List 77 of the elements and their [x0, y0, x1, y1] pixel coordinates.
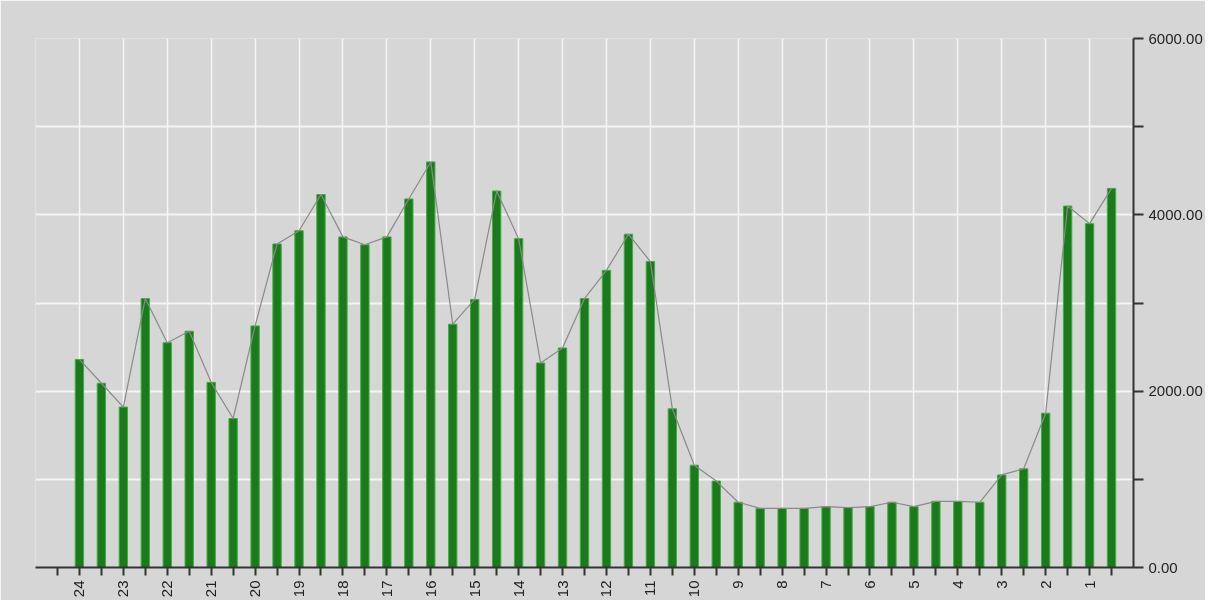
bar [162, 342, 172, 568]
bar [470, 298, 480, 568]
bar [96, 382, 107, 568]
bar [360, 244, 370, 568]
bar [1084, 223, 1095, 568]
bar [623, 233, 634, 568]
x-tick-label: 14 [509, 580, 527, 598]
bar [953, 500, 963, 568]
x-tick-label: 3 [992, 580, 1010, 589]
x-tick-label: 11 [641, 580, 659, 597]
x-tick-label: 8 [773, 580, 791, 589]
x-tick-label: 4 [948, 580, 966, 589]
bar [250, 325, 260, 568]
x-tick-label: 22 [158, 580, 176, 598]
x-tick-label: 18 [333, 580, 351, 598]
x-tick-label: 5 [904, 580, 922, 589]
bar [74, 358, 85, 568]
bar [821, 506, 831, 568]
x-tick-label: 7 [817, 580, 835, 589]
bar [909, 506, 919, 568]
bar [711, 480, 721, 568]
bar [931, 500, 941, 568]
bar [294, 230, 304, 568]
x-tick-label: 12 [597, 580, 615, 598]
bar [733, 501, 743, 568]
bar [975, 501, 985, 568]
bar [777, 507, 787, 568]
line-series [78, 161, 1113, 510]
x-tick-label: 16 [421, 580, 439, 598]
bar [601, 269, 612, 568]
x-tick-label: 15 [465, 580, 483, 598]
bar [118, 406, 129, 568]
x-tick-label: 21 [202, 580, 220, 598]
x-tick-label: 20 [246, 580, 264, 598]
bar [1019, 468, 1029, 568]
x-tick-label: 19 [290, 580, 308, 598]
bar [272, 243, 282, 568]
bar [645, 261, 656, 568]
bar [404, 198, 414, 568]
bar [557, 347, 568, 568]
bar [206, 381, 216, 568]
y-tick-label: 2000.00 [1148, 382, 1203, 400]
x-tick-label: 6 [860, 580, 878, 589]
bar [997, 474, 1007, 568]
x-tick-label: 23 [114, 580, 132, 598]
bar [426, 161, 436, 568]
bar [382, 236, 392, 568]
y-tick-label: 4000.00 [1148, 205, 1203, 223]
x-tick-label: 24 [70, 580, 88, 598]
bar [865, 506, 875, 568]
bar [491, 190, 502, 568]
bar [843, 507, 853, 568]
bar [755, 507, 765, 568]
bar [689, 464, 699, 568]
x-tick-label: 10 [685, 580, 703, 598]
x-tick-label: 1 [1080, 580, 1098, 589]
bar [140, 298, 150, 568]
x-tick-label: 2 [1036, 580, 1054, 589]
y-tick-label: 6000.00 [1148, 29, 1203, 47]
bar [887, 501, 897, 568]
bar [228, 418, 238, 568]
bar [513, 238, 524, 568]
x-tick-label: 17 [377, 580, 395, 598]
bar [535, 362, 546, 568]
y-tick-label: 0.00 [1148, 558, 1178, 576]
bar [448, 323, 458, 568]
bar [184, 330, 194, 568]
bar [579, 298, 590, 568]
x-tick-label: 13 [553, 580, 571, 598]
bar [799, 507, 809, 568]
bar [1040, 412, 1051, 568]
bar [667, 408, 678, 568]
bar [338, 236, 348, 568]
x-tick-label: 9 [729, 580, 747, 589]
bar [316, 194, 326, 568]
bar [1062, 205, 1073, 568]
bar [1106, 187, 1117, 568]
